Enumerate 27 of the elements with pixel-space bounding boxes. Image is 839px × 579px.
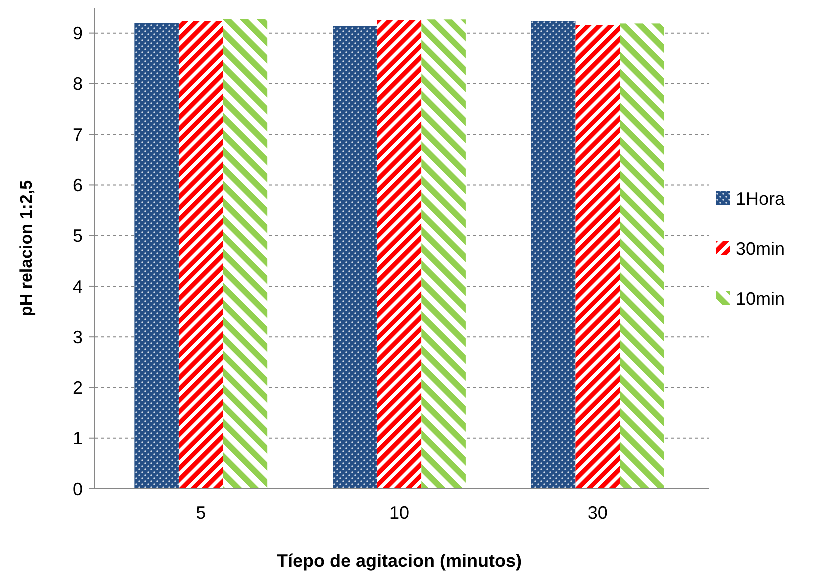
y-tick-label: 7 [72,124,83,145]
bar [422,20,466,489]
x-tick-label: 30 [588,503,608,523]
legend-label: 10min [736,288,786,309]
x-tick-label: 5 [196,503,206,523]
bar [531,21,576,489]
y-tick-label: 1 [72,428,83,449]
bar [377,20,422,489]
y-tick-label: 0 [72,479,83,500]
y-tick-label: 5 [72,226,83,246]
y-tick-label: 9 [72,24,83,44]
bar [178,21,224,489]
y-axis-title: pH relacion 1:2,5 [17,180,36,317]
legend-label: 30min [736,238,786,259]
bar [223,19,268,489]
bar [333,26,378,489]
legend-label: 1Hora [736,188,786,209]
y-tick-label: 3 [72,327,83,348]
bar [576,25,620,489]
bar [620,24,664,489]
bar [134,23,179,489]
x-tick-label: 10 [389,503,410,523]
x-axis-title: Tíepo de agitacion (minutos) [276,551,522,571]
y-tick-label: 2 [72,378,83,398]
y-tick-label: 6 [72,176,83,196]
y-tick-label: 8 [72,74,83,94]
y-tick-label: 4 [72,276,83,297]
